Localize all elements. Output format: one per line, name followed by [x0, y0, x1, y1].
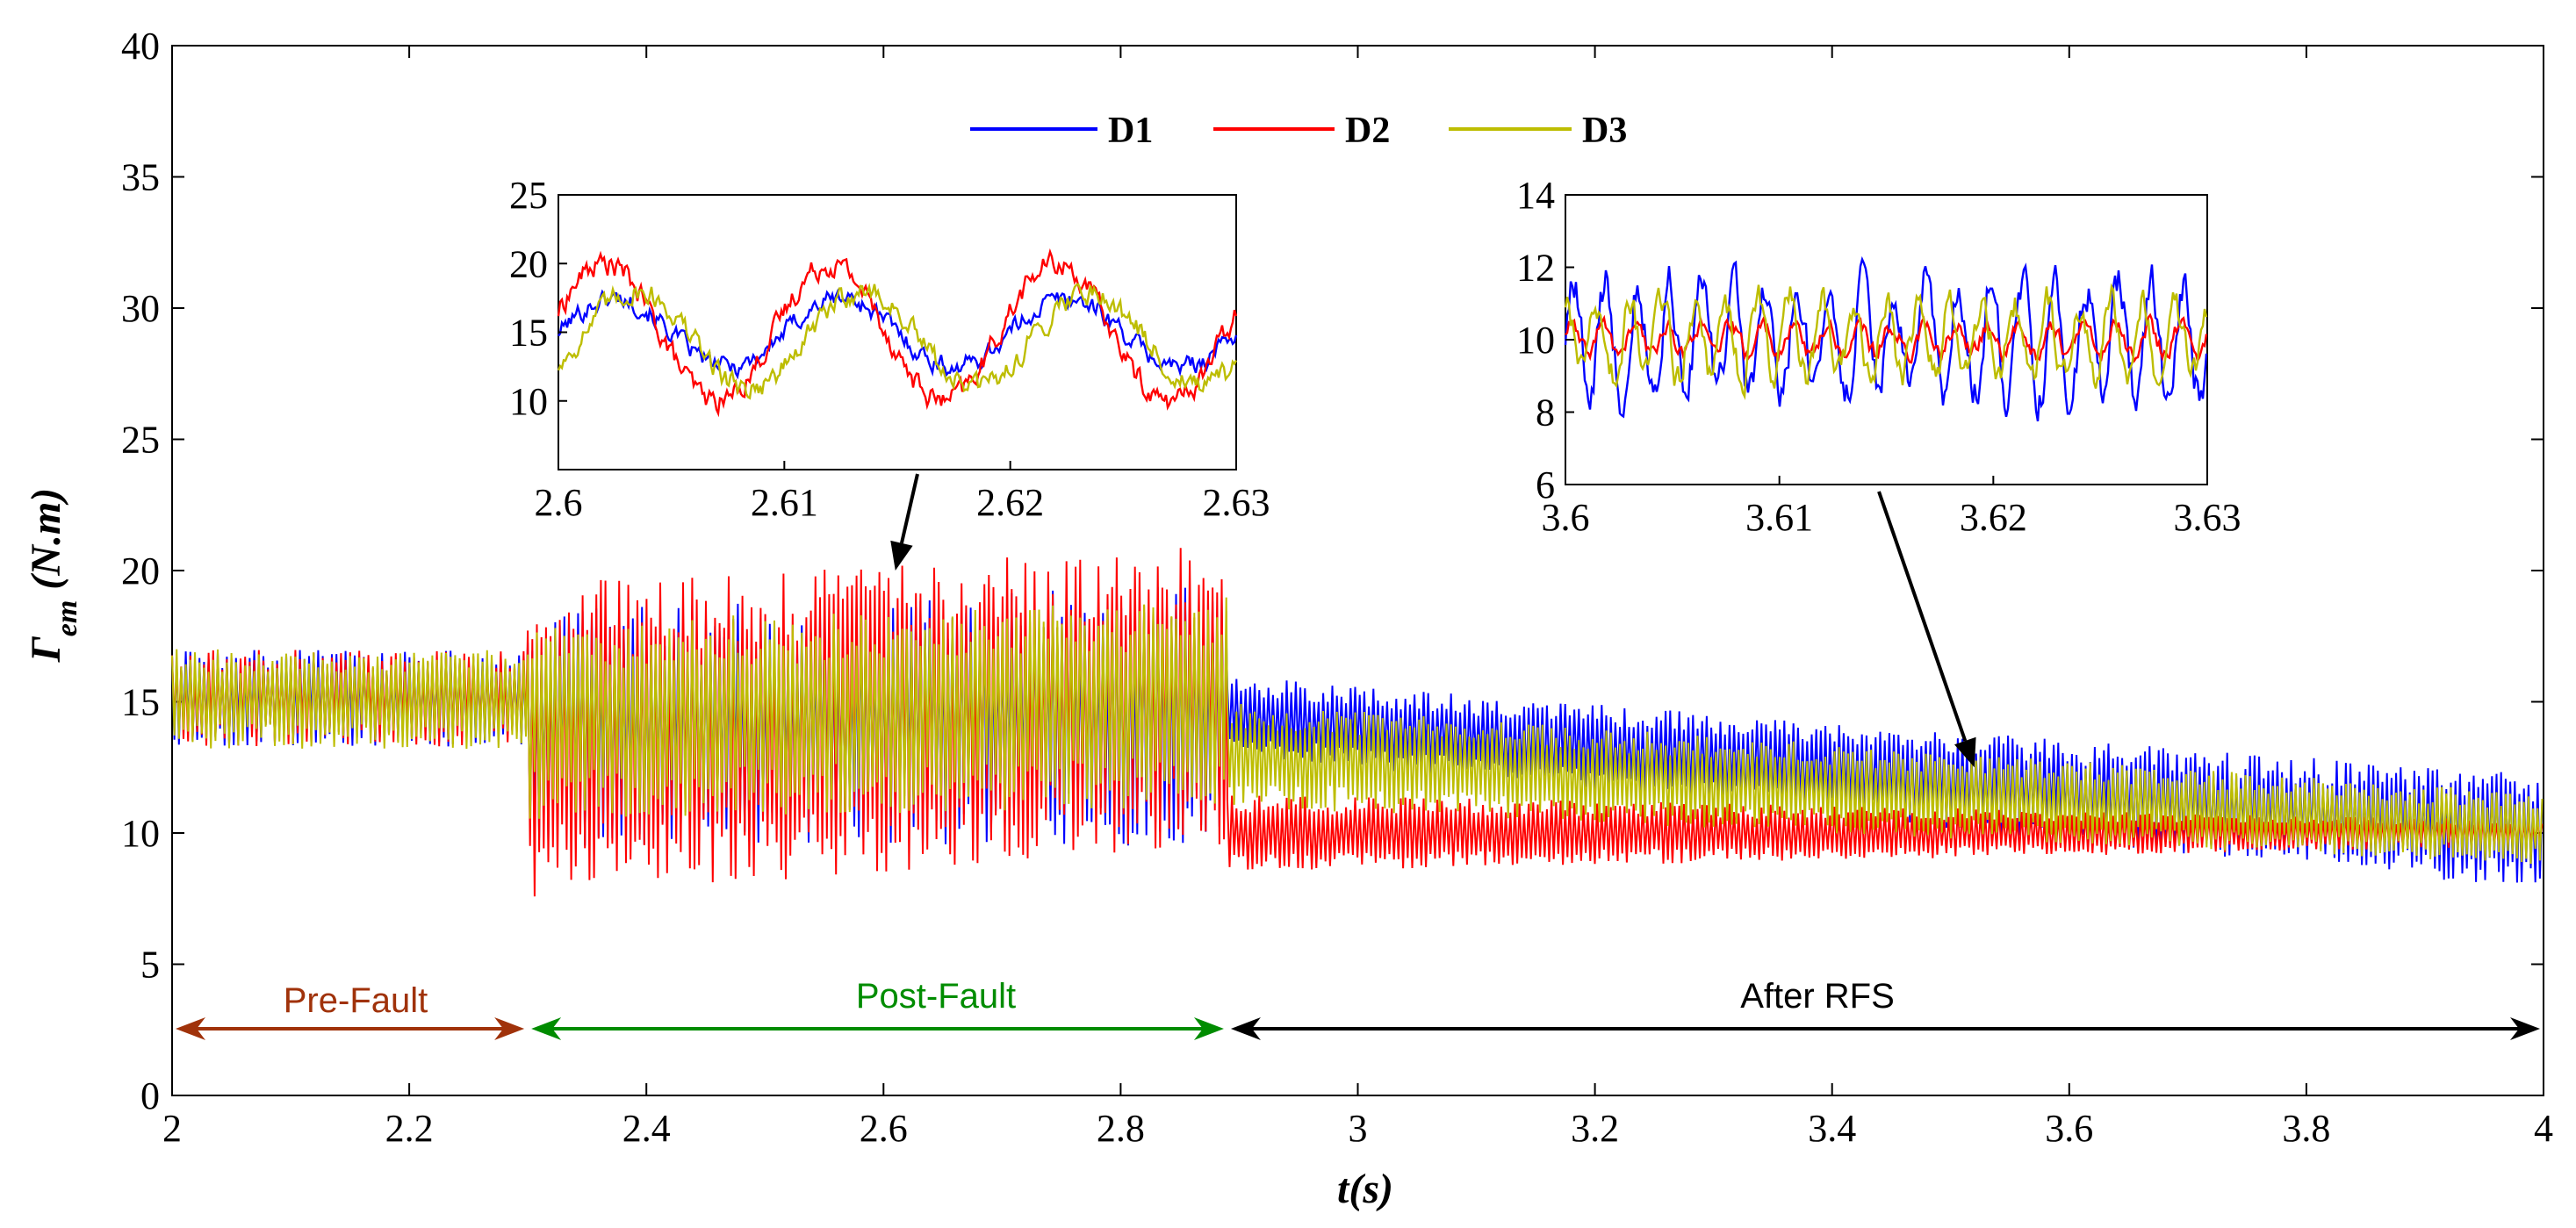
inset-x-tick-label: 3.61	[1745, 496, 1813, 539]
inset-x-tick-label: 3.63	[2174, 496, 2241, 539]
inset-y-tick-label: 14	[1516, 174, 1555, 217]
y-tick-label: 10	[121, 812, 160, 855]
main-plot-area: 2 2.2 2.4 2.6 2.8 3 3.2 3.4 3.6 3.8 40510152025303…	[121, 25, 2553, 1150]
x-tick-label: 3	[1349, 1107, 1368, 1150]
phase-arrow-0	[176, 1017, 525, 1040]
inset-x-tick-label: 2.62	[976, 481, 1044, 524]
legend-entry-d2: D2	[1213, 111, 1390, 151]
inset-after-rfs: 3.6 3.61 3.62 3.63 6 8 10 12 14	[1516, 174, 2241, 539]
inset-series-line-d3	[1564, 283, 2208, 400]
inset-y-tick-label: 20	[509, 242, 548, 285]
series-line-d2	[171, 548, 2544, 897]
x-tick-label: 3.2	[1571, 1107, 1619, 1150]
inset-x-tick-label: 2.6	[535, 481, 583, 524]
x-tick-label: 2	[162, 1107, 182, 1150]
x-tick-label: 2.8	[1097, 1107, 1145, 1150]
legend-label-d1: D1	[1108, 111, 1153, 151]
x-tick-label: 4	[2534, 1107, 2553, 1150]
inset-y-tick-label: 6	[1536, 463, 1555, 506]
phase-label-pre-fault: Pre-Fault	[284, 981, 428, 1020]
x-tick-label: 3.8	[2282, 1107, 2330, 1150]
y-tick-label: 35	[121, 156, 160, 199]
y-tick-label: 20	[121, 549, 160, 592]
y-tick-label: 0	[140, 1074, 160, 1117]
inset-series-line-d1	[558, 288, 1238, 380]
inset-y-tick-label: 15	[509, 312, 548, 355]
inset-series-line-d3	[557, 283, 1238, 400]
x-tick-label: 2.4	[622, 1107, 671, 1150]
phase-arrow-1	[531, 1017, 1224, 1040]
legend-label-d2: D2	[1345, 111, 1390, 151]
inset-post-fault: 2.6 2.61 2.62 2.63 10 15 20 25	[509, 174, 1270, 524]
x-tick-label: 2.2	[385, 1107, 434, 1150]
legend-label-d3: D3	[1582, 111, 1627, 151]
inset-y-tick-label: 8	[1536, 391, 1555, 434]
inset-y-tick-label: 25	[509, 174, 548, 217]
phase-label-post-fault: Post-Fault	[856, 977, 1016, 1016]
inset-series-line-d2	[1565, 312, 2208, 364]
legend-entry-d3: D3	[1449, 111, 1627, 151]
inset-y-tick-label: 10	[509, 380, 548, 423]
y-axis-label: Γem (N.m)	[23, 488, 83, 664]
x-axis-label: t(s)	[1337, 1166, 1393, 1212]
inset-pointer-arrow	[890, 473, 919, 571]
legend: D1 D2 D3	[970, 111, 1627, 151]
inset-x-tick-label: 3.6	[1542, 496, 1590, 539]
inset-frame	[558, 194, 1237, 470]
phase-arrow-2	[1230, 1017, 2540, 1040]
series-line-d3	[171, 597, 2544, 865]
inset-x-tick-label: 2.61	[751, 481, 818, 524]
inset-series-line-d2	[557, 248, 1238, 418]
y-tick-label: 15	[121, 681, 160, 724]
y-tick-label: 5	[140, 944, 160, 987]
inset-x-tick-label: 2.63	[1203, 481, 1270, 524]
legend-entry-d1: D1	[970, 111, 1153, 151]
inset-pointer-arrow	[1877, 491, 1976, 768]
x-tick-label: 3.6	[2045, 1107, 2093, 1150]
y-tick-label: 30	[121, 287, 160, 330]
phase-annotations: Pre-Fault Post-Fault After RFS	[284, 977, 1895, 1020]
x-tick-label: 3.4	[1808, 1107, 1856, 1150]
inset-y-tick-label: 10	[1516, 319, 1555, 362]
x-tick-label: 2.6	[860, 1107, 908, 1150]
inset-y-tick-label: 12	[1516, 247, 1555, 290]
phase-label-after-rfs: After RFS	[1740, 977, 1895, 1016]
inset-frame	[1565, 194, 2208, 485]
y-tick-label: 25	[121, 419, 160, 462]
inset-x-tick-label: 3.62	[1960, 496, 2027, 539]
y-tick-label: 40	[121, 25, 160, 68]
